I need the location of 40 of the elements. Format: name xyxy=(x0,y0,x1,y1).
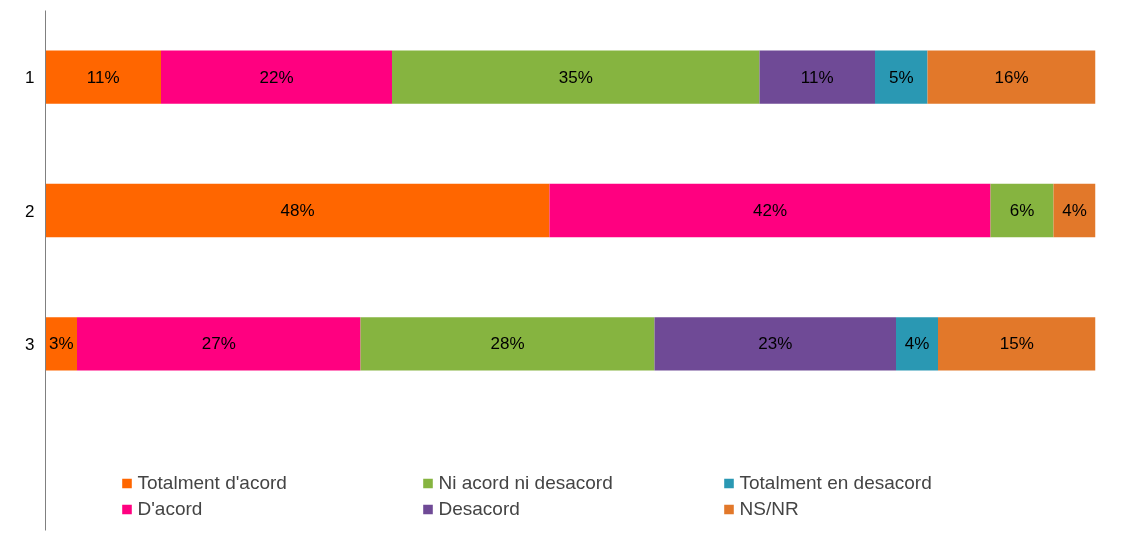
data-label: 22% xyxy=(259,67,294,87)
data-label: 48% xyxy=(280,201,315,220)
bar xyxy=(45,50,161,104)
bar xyxy=(392,50,760,104)
bar xyxy=(927,50,1096,104)
bar xyxy=(759,50,875,104)
data-label: 27% xyxy=(201,334,236,354)
bar xyxy=(45,183,550,238)
legend-label: Totalment d'acord xyxy=(137,472,288,494)
bar xyxy=(161,50,392,104)
y-tick-label: 2 xyxy=(25,201,35,221)
data-label: 4% xyxy=(1062,201,1087,220)
data-label: 6% xyxy=(1009,201,1035,220)
data-label: 28% xyxy=(490,334,525,354)
bar xyxy=(360,317,655,371)
data-label: 42% xyxy=(752,201,788,220)
legend-label: Totalment en desacord xyxy=(739,472,933,494)
data-label: 11% xyxy=(800,67,834,87)
bar xyxy=(990,183,1054,238)
bar xyxy=(938,317,1096,371)
data-label: 35% xyxy=(558,67,593,87)
bar xyxy=(896,317,938,371)
y-tick-label: 1 xyxy=(25,68,35,88)
data-label: 23% xyxy=(758,334,793,354)
data-label: 3% xyxy=(48,334,74,354)
bar xyxy=(549,183,991,238)
legend-label: Ni acord ni desacord xyxy=(438,472,614,494)
legend-label: D'acord xyxy=(137,498,204,520)
bar xyxy=(1053,183,1096,238)
y-tick-label: 3 xyxy=(25,334,35,354)
data-label: 5% xyxy=(888,67,914,87)
data-label: 11% xyxy=(86,67,120,87)
bar xyxy=(654,317,896,371)
data-label: 16% xyxy=(994,67,1029,87)
bar xyxy=(875,50,928,104)
data-label: 15% xyxy=(999,334,1034,354)
bar xyxy=(77,317,361,371)
legend-label: NS/NR xyxy=(739,498,800,520)
legend-label: Desacord xyxy=(438,498,521,520)
data-label: 4% xyxy=(904,334,930,354)
